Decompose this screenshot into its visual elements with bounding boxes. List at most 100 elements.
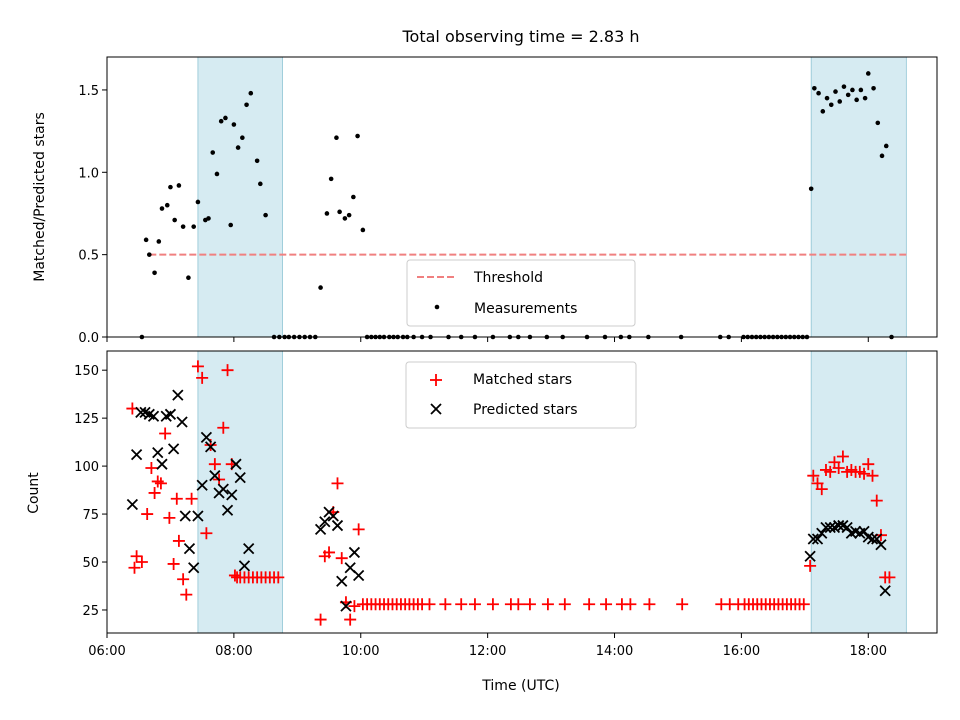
- predicted-star-marker: [811, 533, 824, 545]
- measurement-point: [223, 115, 228, 121]
- matched-star-marker: [159, 427, 172, 440]
- matched-star-marker: [196, 371, 209, 384]
- measurement-point: [337, 209, 342, 215]
- observing-window-band: [197, 56, 283, 338]
- measurement-point: [858, 87, 864, 93]
- bottom-axes-frame: [106, 350, 938, 634]
- measurement-point: [235, 145, 241, 150]
- matched-star-marker: [439, 598, 452, 611]
- matched-star-marker: [331, 477, 344, 490]
- x-tick-label: 12:00: [469, 644, 506, 659]
- matched-star-marker: [128, 561, 141, 574]
- measurement-point: [146, 252, 152, 257]
- legend-threshold-label: Threshold: [473, 270, 543, 286]
- matched-star-marker: [423, 598, 436, 611]
- predicted-star-marker: [336, 575, 348, 587]
- legend-predicted-label: Predicted stars: [473, 402, 578, 418]
- matched-star-marker: [866, 469, 879, 482]
- measurement-point: [159, 206, 165, 211]
- matched-star-marker: [883, 571, 896, 584]
- observing-window-band: [197, 350, 283, 634]
- y-tick-label: 50: [82, 556, 99, 571]
- measurement-point: [172, 217, 177, 223]
- y-tick-label: 125: [74, 412, 99, 427]
- matched-star-marker: [512, 598, 525, 611]
- bottom-x-ticks: 06:00 08:00 10:00 12:00 14:00 16:00 18:00: [88, 633, 887, 659]
- matched-star-marker: [163, 511, 176, 524]
- matched-star-marker: [348, 600, 361, 613]
- y-tick-label: 100: [74, 460, 99, 475]
- matched-star-marker: [148, 486, 161, 499]
- bottom-legend: Matched stars Predicted stars: [405, 361, 637, 429]
- matched-star-marker: [455, 598, 468, 611]
- x-tick-label: 14:00: [596, 644, 633, 659]
- chart-title: Total observing time = 2.83 h: [401, 27, 639, 46]
- matched-star-marker: [200, 527, 213, 540]
- x-tick-label: 06:00: [88, 644, 125, 659]
- predicted-star-marker: [176, 416, 188, 428]
- matched-star-marker: [643, 598, 656, 611]
- legend-measurements-swatch: [434, 304, 440, 310]
- matched-star-marker: [870, 494, 883, 507]
- matched-star-marker: [541, 598, 554, 611]
- matched-star-marker: [272, 571, 285, 584]
- matched-star-marker: [180, 588, 193, 601]
- legend-matched-swatch: [430, 374, 442, 386]
- measurement-point: [240, 135, 245, 141]
- measurement-point: [833, 89, 838, 94]
- measurement-point: [254, 158, 260, 164]
- measurement-point: [850, 87, 855, 93]
- measurement-point: [258, 181, 263, 187]
- measurement-point: [164, 202, 170, 208]
- matched-star-marker: [208, 458, 221, 471]
- measurement-point: [854, 97, 859, 103]
- bottom-y-axis-label: Count: [26, 472, 42, 514]
- matched-star-marker: [824, 465, 837, 478]
- predicted-star-marker: [183, 542, 196, 555]
- measurement-point: [879, 153, 885, 159]
- matched-star-marker: [486, 598, 499, 611]
- y-tick-label: 0.5: [78, 249, 99, 264]
- y-tick-label: 150: [74, 364, 99, 379]
- matched-star-marker: [352, 523, 365, 536]
- measurement-point: [248, 90, 254, 96]
- measurement-point: [342, 216, 348, 221]
- measurement-point: [328, 176, 334, 182]
- matched-star-marker: [167, 557, 180, 570]
- predicted-star-marker: [340, 600, 352, 612]
- predicted-star-marker: [234, 471, 246, 484]
- matched-star-marker: [141, 508, 154, 521]
- predicted-star-marker: [192, 510, 204, 522]
- matched-star-marker: [676, 598, 689, 611]
- predicted-star-marker: [319, 516, 331, 528]
- measurement-point: [862, 95, 868, 101]
- predicted-star-marker: [314, 523, 327, 536]
- matched-star-marker: [151, 475, 164, 488]
- matched-star-marker: [130, 550, 143, 563]
- matched-star-marker: [135, 556, 148, 569]
- predicted-star-marker: [243, 542, 255, 555]
- x-tick-label: 16:00: [723, 644, 760, 659]
- matched-star-marker: [191, 360, 204, 373]
- predicted-star-marker: [135, 406, 147, 419]
- measurement-point: [351, 194, 356, 200]
- predicted-star-marker: [230, 458, 242, 470]
- predicted-star-marker: [824, 521, 836, 534]
- matched-star-marker: [858, 467, 871, 480]
- shaded-regions: [197, 350, 907, 634]
- predicted-star-marker: [327, 510, 339, 522]
- measurement-point: [318, 285, 323, 290]
- legend-predicted-swatch: [430, 403, 442, 415]
- matched-stars-points: [126, 360, 896, 626]
- measurement-point: [244, 102, 249, 108]
- predicted-star-marker: [875, 539, 887, 551]
- x-tick-label: 10:00: [342, 644, 379, 659]
- measurement-point: [355, 133, 360, 139]
- predicted-star-marker: [816, 527, 828, 539]
- predicted-star-marker: [152, 447, 164, 459]
- matched-star-marker: [344, 613, 357, 626]
- matched-star-marker: [523, 598, 536, 611]
- matched-star-marker: [323, 546, 336, 559]
- measurement-point: [346, 212, 352, 218]
